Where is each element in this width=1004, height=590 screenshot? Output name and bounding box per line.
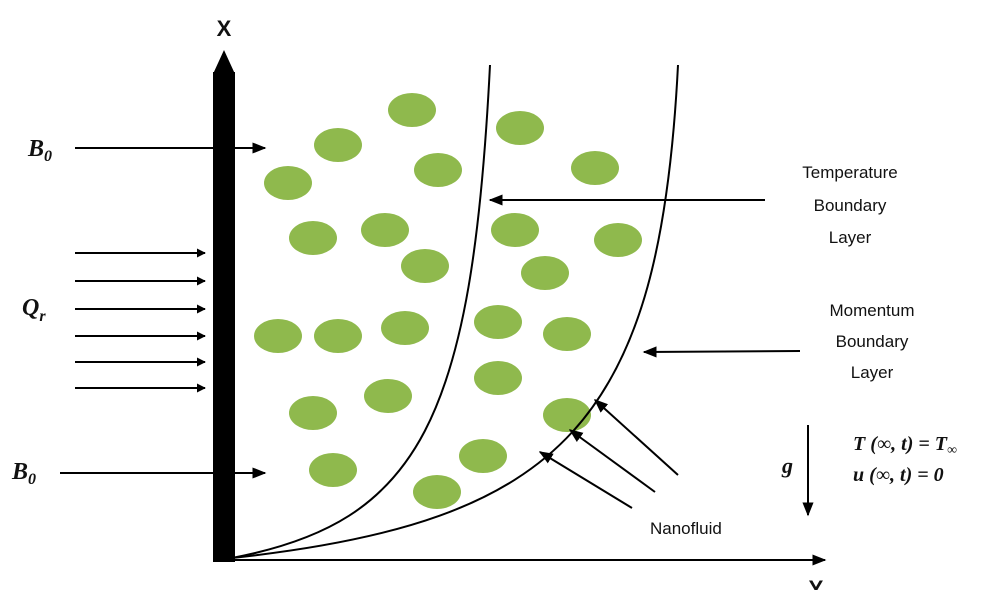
particle: [264, 166, 312, 200]
particle: [388, 93, 436, 127]
text: Q: [22, 295, 39, 321]
particle: [571, 151, 619, 185]
condition: T (∞, t) = T∞: [853, 433, 957, 458]
pointer-arrow: [595, 400, 678, 475]
condition: u (∞, t) = 0: [853, 464, 944, 486]
field-label: B0: [27, 136, 52, 165]
radiation-arrows: [75, 253, 205, 388]
label: Layer: [851, 363, 894, 382]
particle: [381, 311, 429, 345]
particle: [364, 379, 412, 413]
text: T (∞, t) = T: [853, 433, 948, 455]
particle: [289, 221, 337, 255]
text: ∞: [947, 443, 957, 458]
particle: [254, 319, 302, 353]
text: B: [27, 136, 44, 162]
pointer-arrow: [540, 452, 632, 508]
label: Boundary: [814, 196, 887, 215]
particle: [594, 223, 642, 257]
particles: [254, 93, 642, 509]
particle: [459, 439, 507, 473]
wall: [213, 72, 235, 562]
particle: [474, 305, 522, 339]
y-axis-label: Y: [809, 576, 824, 590]
label: Layer: [829, 228, 872, 247]
label: Boundary: [836, 332, 909, 351]
particle: [413, 475, 461, 509]
text: 0: [28, 471, 36, 488]
x-axis-label: X: [217, 16, 232, 41]
particle: [521, 256, 569, 290]
particle: [401, 249, 449, 283]
gravity-label: g: [781, 453, 793, 478]
x-arrowhead: [213, 50, 235, 74]
label: Momentum: [829, 301, 914, 320]
particle: [289, 396, 337, 430]
particle: [414, 153, 462, 187]
pointer-arrow: [644, 351, 800, 352]
particle: [543, 317, 591, 351]
particle: [496, 111, 544, 145]
particle: [491, 213, 539, 247]
label: Temperature: [802, 163, 897, 182]
radiation-label: Qr: [22, 295, 46, 325]
particle: [543, 398, 591, 432]
diagram: X Y B0 B0 Qr Temperature Boundary Layer …: [0, 0, 1004, 590]
particle: [361, 213, 409, 247]
label: Nanofluid: [650, 519, 722, 538]
pointer-arrow: [570, 430, 655, 492]
particle: [314, 128, 362, 162]
field-label: B0: [11, 459, 36, 488]
text: B: [11, 459, 28, 485]
particle: [314, 319, 362, 353]
particle: [309, 453, 357, 487]
text: 0: [44, 148, 52, 165]
particle: [474, 361, 522, 395]
text: r: [39, 308, 46, 325]
